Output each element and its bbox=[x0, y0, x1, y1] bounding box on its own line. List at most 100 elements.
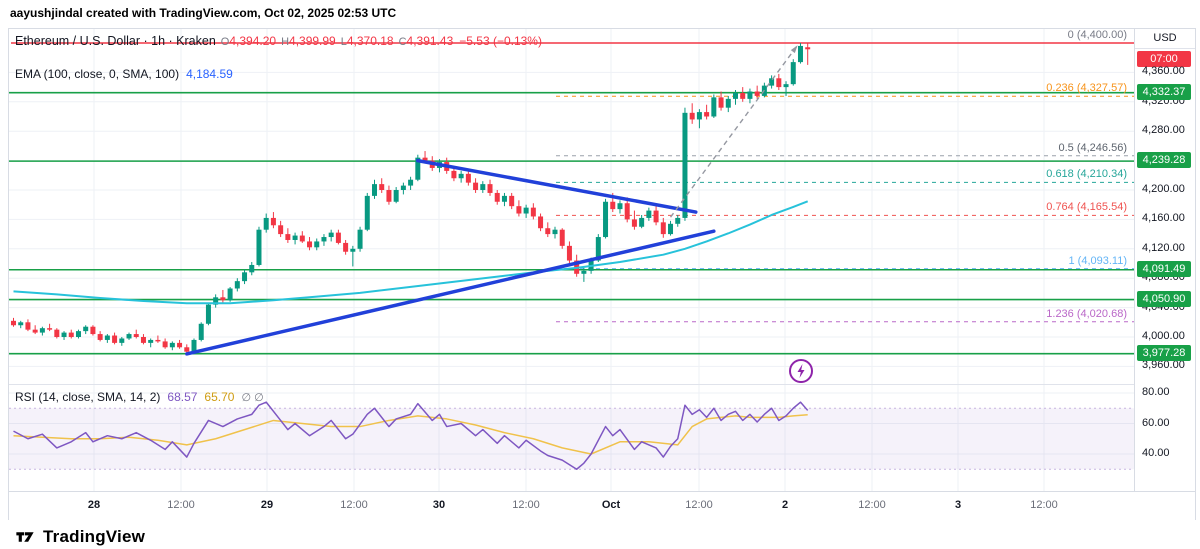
candle-body bbox=[740, 92, 746, 99]
fib-label-0.5: 0.5 (4,246.56) bbox=[1058, 141, 1128, 154]
candle-body bbox=[242, 272, 248, 282]
trendline[interactable] bbox=[185, 229, 716, 356]
candle-body bbox=[263, 217, 269, 230]
chart-widget: Ethereum / U.S. Dollar · 1h · Kraken O4,3… bbox=[8, 28, 1196, 520]
rsi-axis-label: 60.00 bbox=[1142, 416, 1170, 429]
candle-body bbox=[660, 222, 666, 235]
time-axis-label[interactable]: 12:00 bbox=[858, 499, 886, 511]
candle-body bbox=[530, 207, 536, 217]
price-level-badge: 4,050.90 bbox=[1137, 290, 1191, 307]
candle-body bbox=[747, 91, 753, 99]
time-axis-label[interactable]: 3 bbox=[954, 499, 962, 511]
candle-body bbox=[61, 332, 67, 337]
candle-body bbox=[422, 157, 428, 161]
ema-legend[interactable]: EMA (100, close, 0, SMA, 100) 4,184.59 bbox=[15, 67, 233, 81]
candle-body bbox=[321, 237, 327, 242]
candle-body bbox=[112, 335, 118, 343]
time-axis[interactable]: 28 12:00 29 12:00 30 12:00 Oct 12:00 2 12:00 3 12:0… bbox=[9, 491, 1195, 520]
time-axis-label[interactable]: 29 bbox=[260, 499, 274, 511]
ohlc-value: 4,370.18 bbox=[346, 34, 394, 48]
candle-body bbox=[184, 347, 190, 352]
main-price-pane[interactable] bbox=[9, 29, 1134, 384]
candle-body bbox=[162, 341, 168, 348]
candle-body bbox=[47, 328, 53, 330]
ema-value: 4,184.59 bbox=[186, 67, 233, 81]
price-level-badge: 3,977.28 bbox=[1137, 344, 1191, 361]
price-axis-label: 4,160.00 bbox=[1142, 212, 1185, 225]
candle-body bbox=[559, 229, 565, 246]
candle-body bbox=[83, 326, 89, 332]
candle-body bbox=[400, 185, 406, 190]
candle-body bbox=[733, 92, 738, 99]
price-level-badge: 4,239.28 bbox=[1137, 152, 1191, 169]
time-axis-label[interactable]: 30 bbox=[432, 499, 446, 511]
candle-body bbox=[538, 216, 544, 229]
axis-currency-label[interactable]: USD bbox=[1135, 29, 1195, 49]
tradingview-logo[interactable]: TradingView bbox=[14, 526, 145, 548]
rsi-line[interactable] bbox=[13, 401, 809, 470]
time-axis-label[interactable]: 12:00 bbox=[1030, 499, 1058, 511]
candle-body bbox=[682, 112, 688, 218]
fib-label-0.618: 0.618 (4,210.34) bbox=[1046, 168, 1127, 181]
candle-body bbox=[675, 217, 681, 224]
candle-body bbox=[653, 210, 659, 223]
candle-body bbox=[292, 235, 298, 240]
candle-body bbox=[603, 201, 609, 238]
time-axis-label[interactable]: 12:00 bbox=[512, 499, 540, 511]
candle-body bbox=[501, 195, 507, 202]
trendline[interactable] bbox=[416, 158, 698, 214]
candle-body bbox=[39, 328, 45, 333]
lightning-icon[interactable] bbox=[788, 358, 814, 384]
time-axis-label[interactable]: 2 bbox=[781, 499, 789, 511]
rsi-ma-line[interactable] bbox=[13, 414, 808, 455]
candle-body bbox=[379, 184, 385, 190]
candle-body bbox=[97, 334, 103, 340]
fib-label-0.764: 0.764 (4,165.54) bbox=[1046, 201, 1127, 214]
price-axis-label: 3,960.00 bbox=[1142, 359, 1185, 372]
candle-body bbox=[754, 91, 760, 96]
candle-body bbox=[480, 184, 486, 190]
rsi-legend[interactable]: RSI (14, close, SMA, 14, 2) 68.57 65.70 ∅ ∅ bbox=[15, 390, 264, 404]
ohlc-key: O bbox=[220, 36, 230, 48]
candle-body bbox=[234, 281, 240, 289]
rsi-ma-value: 65.70 bbox=[204, 390, 235, 404]
candle-body bbox=[90, 326, 96, 335]
candle-body bbox=[256, 229, 262, 265]
attribution-text: aayushjindal created with TradingView.co… bbox=[10, 6, 397, 20]
pane-divider[interactable] bbox=[9, 384, 1134, 385]
ohlc-value: 4,394.20 bbox=[229, 34, 277, 48]
candle-body bbox=[689, 112, 695, 120]
candle-body bbox=[350, 248, 356, 252]
price-axis[interactable]: USD 07:00 4,360.004,320.004,280.004,240.… bbox=[1134, 29, 1195, 491]
fib-label-1: 1 (4,093.11) bbox=[1068, 254, 1127, 267]
candle-body bbox=[205, 304, 211, 324]
candle-body bbox=[610, 201, 616, 210]
time-axis-label[interactable]: 28 bbox=[87, 499, 101, 511]
candle-body bbox=[11, 320, 16, 326]
candle-body bbox=[177, 342, 183, 348]
candle-body bbox=[343, 242, 349, 252]
candle-body bbox=[790, 62, 796, 85]
candle-body bbox=[285, 234, 291, 240]
ohlc-key: L bbox=[340, 36, 347, 48]
rsi-band bbox=[9, 408, 1134, 470]
fib-label-0.236: 0.236 (4,327.57) bbox=[1046, 82, 1127, 95]
ema-line[interactable] bbox=[13, 200, 809, 305]
candle-body bbox=[805, 47, 811, 50]
symbol-legend[interactable]: Ethereum / U.S. Dollar · 1h · Kraken O4,3… bbox=[15, 34, 542, 48]
fib-label-1.236: 1.236 (4,020.68) bbox=[1046, 307, 1127, 320]
candle-body bbox=[169, 342, 175, 348]
candle-body bbox=[595, 237, 601, 261]
candle-body bbox=[32, 329, 38, 333]
time-axis-label[interactable]: 12:00 bbox=[167, 499, 195, 511]
price-axis-label: 4,120.00 bbox=[1142, 241, 1185, 254]
time-axis-label[interactable]: 12:00 bbox=[340, 499, 368, 511]
rsi-pane[interactable] bbox=[9, 385, 1134, 491]
candle-body bbox=[148, 339, 154, 343]
time-axis-label[interactable]: Oct bbox=[601, 499, 621, 511]
ohlc-key: C bbox=[398, 36, 407, 48]
candle-body bbox=[357, 229, 363, 249]
rsi-axis-label: 40.00 bbox=[1142, 447, 1170, 459]
time-axis-label[interactable]: 12:00 bbox=[685, 499, 713, 511]
candle-body bbox=[509, 195, 515, 207]
